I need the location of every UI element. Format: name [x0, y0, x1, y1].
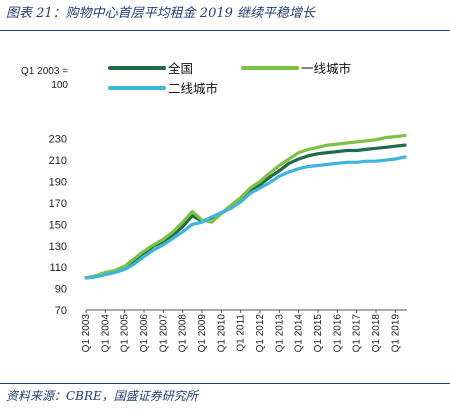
legend-label-0: 全国	[168, 61, 193, 76]
x-tick-label: Q1 2012	[255, 314, 266, 353]
y-tick-label: 230	[49, 134, 67, 146]
source-divider	[0, 383, 450, 384]
x-tick-label: Q1 2018	[371, 314, 382, 353]
x-tick-label: Q1 2013	[274, 314, 285, 353]
caption-divider	[0, 30, 450, 31]
y-tick-label: 190	[49, 177, 67, 189]
x-tick-label: Q1 2011	[236, 314, 247, 352]
legend-label-1: 一线城市	[301, 61, 351, 76]
x-tick-label: Q1 2016	[332, 314, 343, 353]
y-tick-label: 150	[49, 219, 67, 231]
y-axis-label-line: Q1 2003 =	[21, 66, 68, 77]
x-tick-label: Q1 2017	[352, 314, 363, 353]
y-tick-label: 70	[55, 305, 67, 317]
x-tick-label: Q1 2009	[197, 314, 208, 353]
x-tick-label: Q1 2003	[81, 314, 92, 353]
x-tick-label: Q1 2006	[139, 314, 150, 353]
x-tick-label: Q1 2010	[216, 314, 227, 353]
figure-caption: 图表 21：购物中心首层平均租金 2019 继续平稳增长	[6, 6, 316, 21]
y-tick-label: 90	[55, 284, 67, 296]
legend-label-2: 二线城市	[168, 81, 218, 96]
series-line-2	[84, 155, 407, 280]
y-tick-label: 170	[49, 198, 67, 210]
line-chart: Q1 2003 = 100 70 90 110 130 150 170 190 210 230 Q1 …	[21, 61, 407, 353]
source-note: 资料来源：CBRE，国盛证券研究所	[6, 389, 198, 403]
series-line-1	[84, 133, 407, 280]
x-tick-label: Q1 2014	[294, 314, 305, 353]
x-tick-label: Q1 2007	[158, 314, 169, 353]
x-tick-label: Q1 2015	[313, 314, 324, 353]
y-tick-label: 130	[49, 241, 67, 253]
x-tick-label: Q1 2019	[390, 314, 401, 353]
y-axis-label-line: 100	[51, 80, 68, 91]
y-tick-label: 110	[49, 262, 67, 274]
x-tick-label: Q1 2004	[100, 314, 111, 353]
x-tick-label: Q1 2008	[178, 314, 189, 353]
y-tick-label: 210	[49, 155, 67, 167]
x-tick-label: Q1 2005	[120, 314, 131, 353]
